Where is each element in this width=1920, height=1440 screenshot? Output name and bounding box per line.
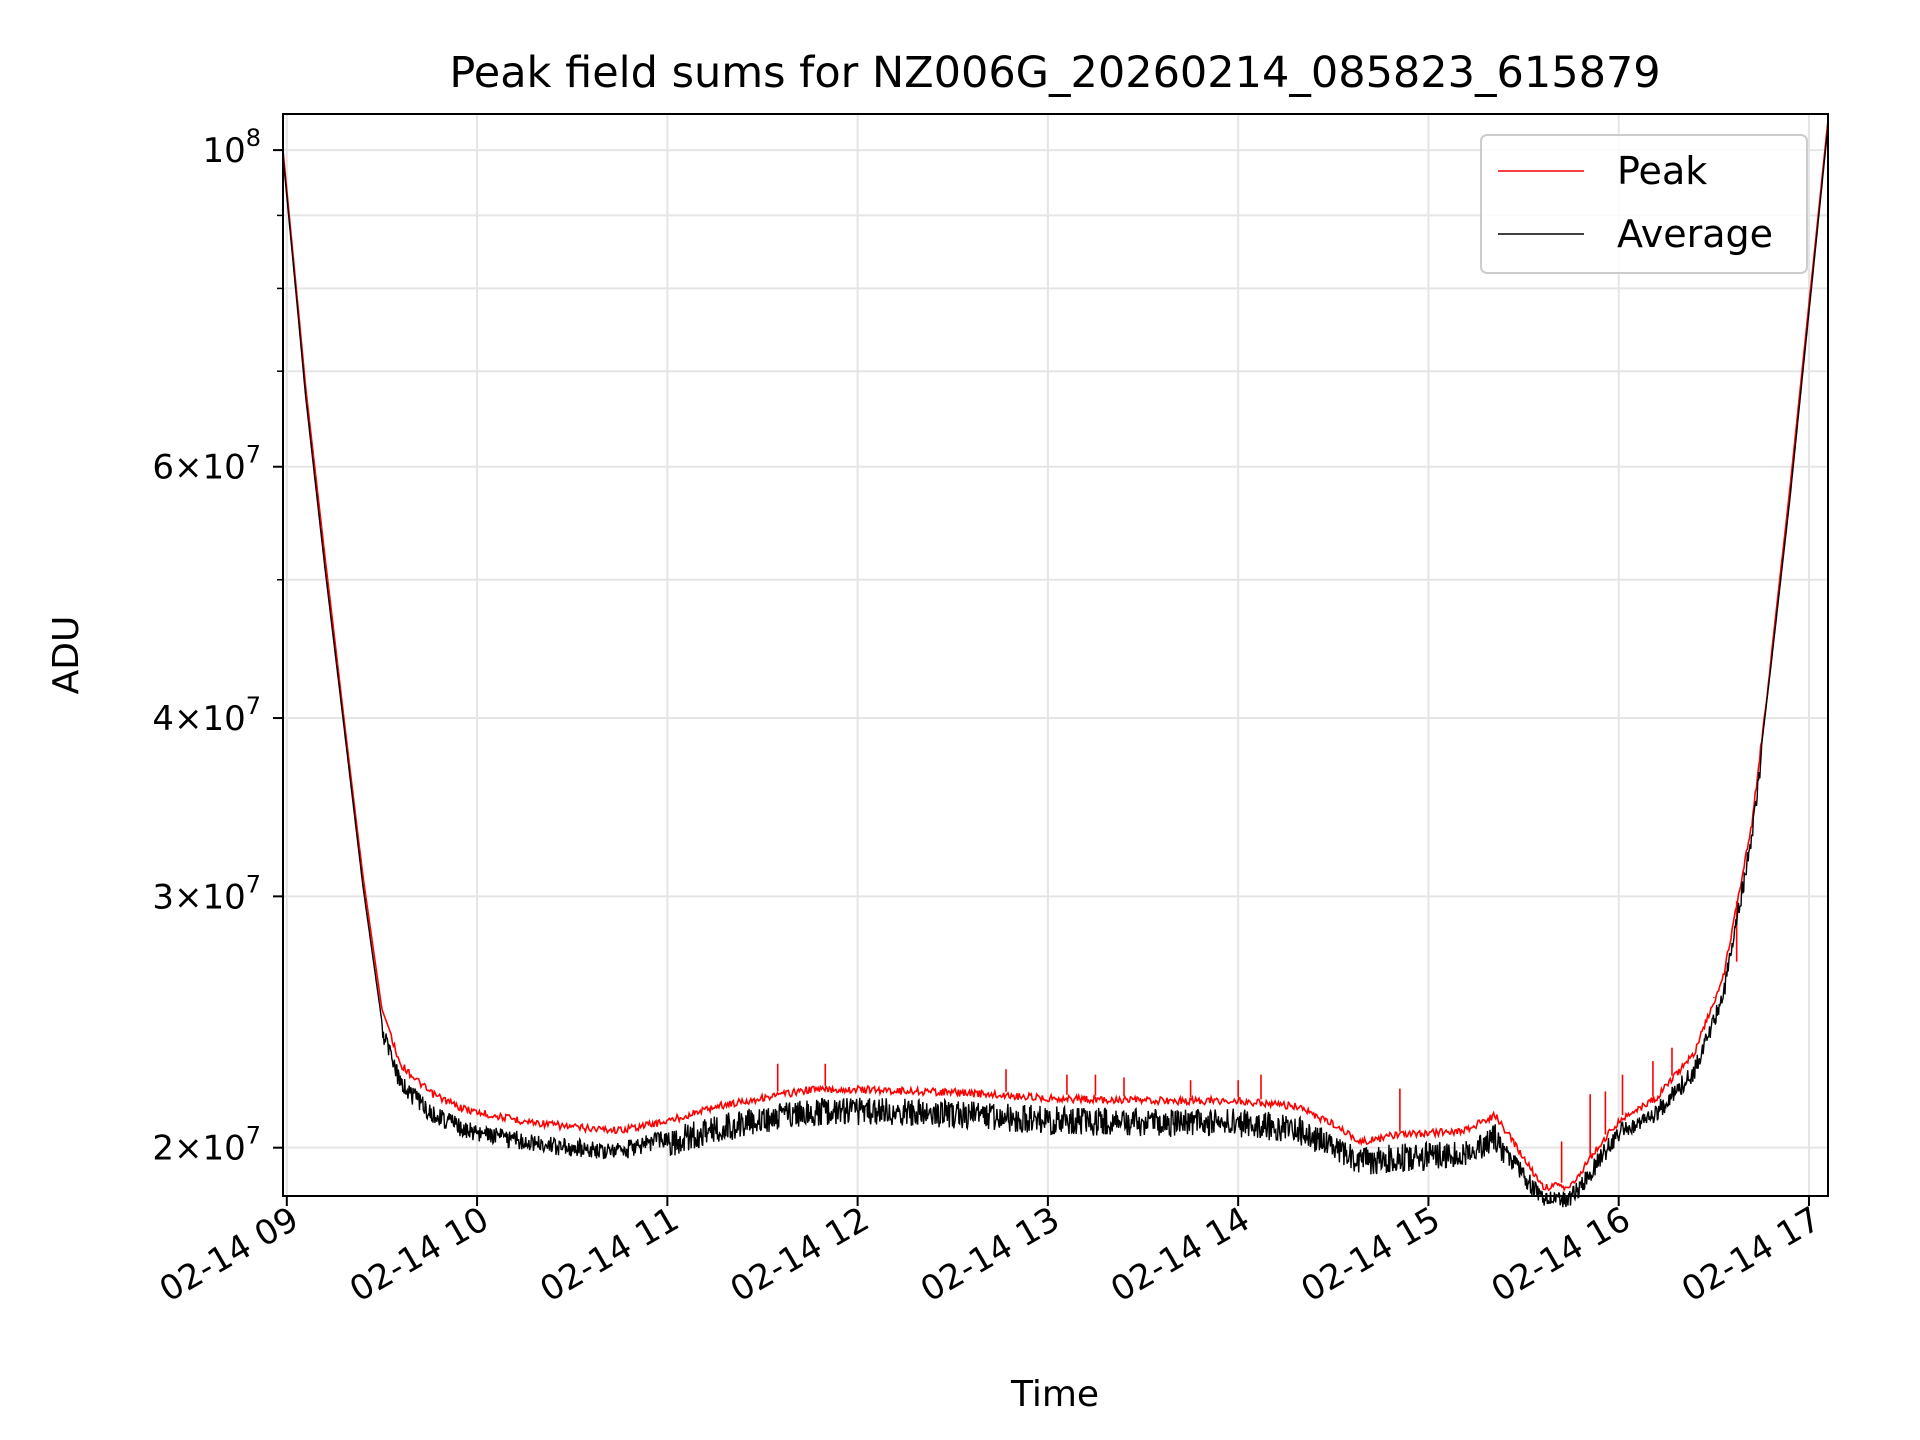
series-average-line [282, 125, 1829, 1208]
axes-frame [282, 113, 1829, 1197]
legend: Peak Average [1480, 134, 1808, 274]
chart-title: Peak field sums for NZ006G_20260214_0858… [449, 48, 1660, 98]
y-tick-label: 3×107 [152, 870, 261, 917]
plot-area [282, 119, 1829, 1208]
y-tick-label: 2×107 [152, 1122, 261, 1169]
y-tick-label: 4×107 [152, 692, 261, 739]
y-axis-label: ADU [46, 616, 87, 695]
y-axis: 108 6×107 4×107 3×107 2×107 [152, 124, 283, 1169]
y-tick-label: 108 [202, 124, 261, 171]
legend-peak-label: Peak [1617, 149, 1707, 193]
series-peak-line [282, 119, 1829, 1192]
legend-average-label: Average [1617, 212, 1773, 256]
x-axis-label: Time [1010, 1374, 1099, 1415]
legend-box [1480, 134, 1808, 274]
y-tick-label: 6×107 [152, 441, 261, 488]
